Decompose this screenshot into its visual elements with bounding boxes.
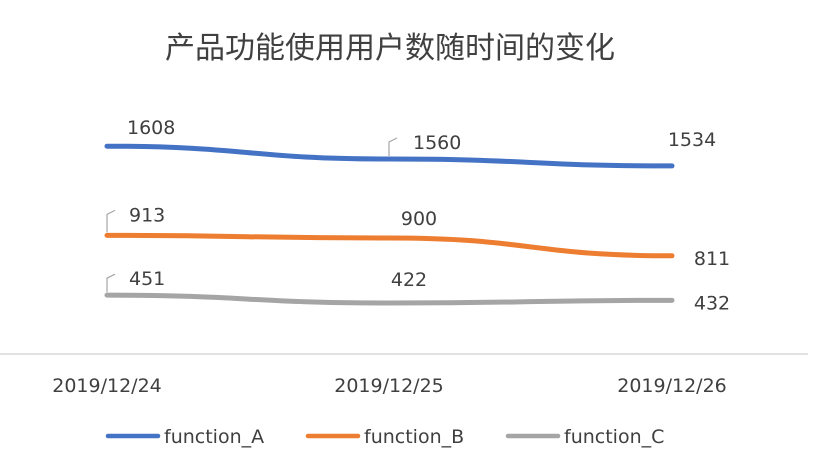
series-line-function-b [104,232,675,259]
chart-title: 产品功能使用用户数随时间的变化 [165,31,615,66]
x-tick-label-0: 2019/12/24 [52,375,162,397]
data-label-function-b-1: 900 [401,208,437,230]
leader-line-function-b-0 [106,209,116,233]
data-label-function-c-0: 451 [129,268,165,290]
legend-label-function-c: function_C [564,426,664,448]
data-label-function-b-0: 913 [129,204,165,226]
x-tick-label-2: 2019/12/26 [617,375,727,397]
legend: function_A function_B function_C [105,426,664,448]
data-label-function-a-0: 1608 [127,117,175,139]
series-line-function-a [104,143,675,169]
data-label-function-c-1: 422 [391,269,427,291]
data-labels: 1608 1560 1534 913 900 811 451 422 432 [127,117,730,314]
leader-line-function-c-0 [106,273,116,293]
leader-line-function-a-1 [388,137,398,156]
data-label-function-a-1: 1560 [413,132,461,154]
x-tick-labels: 2019/12/24 2019/12/25 2019/12/26 [52,375,727,397]
series-lines [104,143,675,306]
legend-label-function-a: function_A [164,426,264,448]
label-leader-lines [106,137,398,293]
x-tick-label-1: 2019/12/25 [334,375,444,397]
legend-label-function-b: function_B [364,426,464,448]
data-label-function-a-2: 1534 [668,129,716,151]
data-label-function-b-2: 811 [694,248,730,270]
data-label-function-c-2: 432 [694,292,730,314]
series-line-function-c [104,292,675,306]
